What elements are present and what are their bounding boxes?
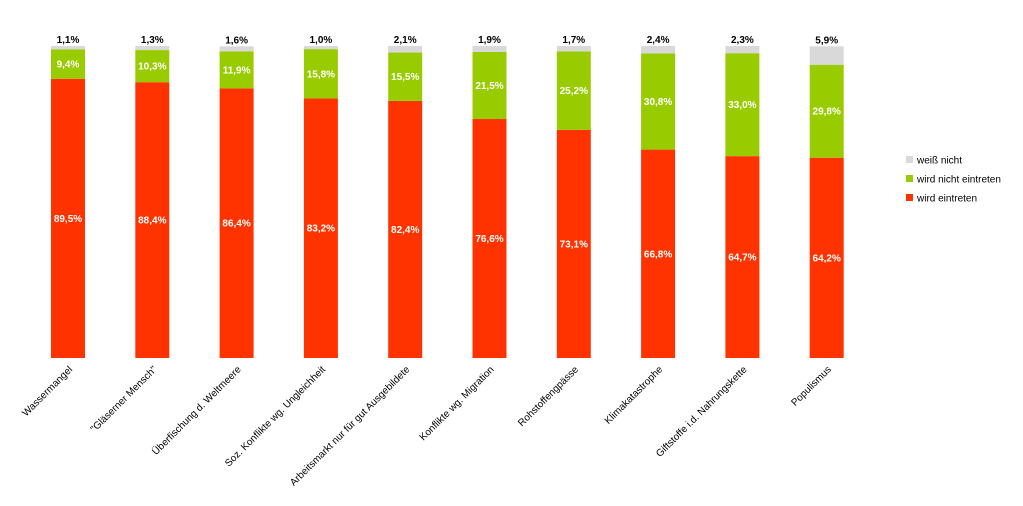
- bar-segment-2-cat-4: [303, 49, 338, 99]
- data-label-s1-c5: 82,4%: [391, 225, 419, 236]
- data-label-s1-c4: 83,2%: [307, 224, 335, 235]
- bar-segment-1-cat-8: [641, 149, 676, 358]
- data-label-s1-c6: 76,6%: [475, 234, 503, 245]
- bar-segment-3-cat-4: [303, 46, 338, 50]
- bar-segment-1-cat-2: [135, 82, 170, 358]
- bar-segment-3-cat-2: [135, 46, 170, 51]
- bar-segment-2-cat-3: [219, 51, 254, 89]
- data-label-s2-c4: 15,8%: [307, 69, 335, 80]
- category-label-7: Rohstoffengpässe: [516, 364, 581, 429]
- data-label-s2-c9: 33,0%: [728, 100, 756, 111]
- bar-segment-3-cat-5: [388, 46, 423, 53]
- bar-segment-3-cat-6: [472, 46, 507, 52]
- bar-segment-2-cat-2: [135, 50, 170, 83]
- category-label-8: Klimakatastrophe: [603, 364, 666, 427]
- data-label-s3-c10: 5,9%: [815, 35, 838, 46]
- data-label-s3-c4: 1,0%: [310, 35, 333, 46]
- data-label-s1-c1: 89,5%: [54, 214, 82, 225]
- category-label-9: Giftstoffe i.d. Nahrungskette: [654, 364, 750, 460]
- bar-segment-3-cat-1: [51, 46, 85, 50]
- data-label-s3-c8: 2,4%: [647, 35, 670, 46]
- bar-segment-1-cat-7: [556, 129, 591, 358]
- data-label-s2-c1: 9,4%: [57, 60, 80, 71]
- bars-group: [51, 46, 844, 359]
- legend-label-2: wird nicht eintreten: [916, 175, 1001, 186]
- data-label-s3-c1: 1,1%: [57, 35, 80, 46]
- data-label-s2-c5: 15,5%: [391, 72, 419, 83]
- bar-segment-2-cat-6: [472, 51, 507, 120]
- data-label-s2-c10: 29,8%: [813, 107, 841, 118]
- data-label-s2-c2: 10,3%: [138, 62, 166, 73]
- data-label-s2-c6: 21,5%: [475, 81, 503, 92]
- bar-segment-1-cat-6: [472, 119, 507, 358]
- data-label-s1-c9: 64,7%: [728, 253, 756, 264]
- data-label-s2-c7: 25,2%: [560, 86, 588, 97]
- bar-segment-2-cat-8: [641, 53, 676, 150]
- bar-segment-2-cat-5: [388, 52, 423, 101]
- legend-swatch-2: [906, 175, 913, 182]
- legend-swatch-1: [906, 156, 913, 163]
- bar-segment-1-cat-3: [219, 88, 254, 359]
- data-label-s3-c2: 1,3%: [141, 35, 164, 46]
- category-label-3: Überfischung d. Weltmeere: [150, 363, 244, 457]
- bar-segment-1-cat-4: [303, 98, 338, 359]
- legend-label-1: weiß nicht: [916, 156, 962, 167]
- legend-label-3: wird eintreten: [916, 194, 977, 205]
- category-label-6: Konflikte wg. Migration: [418, 364, 497, 443]
- bar-segment-2-cat-7: [556, 51, 591, 130]
- category-label-4: Soz. Konflikte wg. Ungleichheit: [223, 364, 328, 469]
- bar-segment-1-cat-10: [809, 157, 844, 358]
- bar-segment-3-cat-9: [725, 46, 760, 54]
- legend: weiß nicht wird nicht eintreten wird eintr…: [906, 156, 1001, 205]
- category-label-10: Populismus: [789, 364, 833, 408]
- data-label-s3-c9: 2,3%: [731, 35, 754, 46]
- bar-segment-1-cat-1: [51, 78, 85, 358]
- bar-segment-3-cat-10: [809, 46, 844, 65]
- bar-segment-2-cat-1: [51, 49, 85, 79]
- bar-segment-2-cat-10: [809, 64, 844, 158]
- category-labels-group: Wassermangel "Gläserner Mensch"Überfischu…: [20, 363, 833, 488]
- bar-segment-3-cat-3: [219, 46, 254, 52]
- bar-segment-3-cat-8: [641, 46, 676, 54]
- category-label-1: Wassermangel: [20, 364, 75, 419]
- bar-segment-1-cat-9: [725, 156, 760, 358]
- data-label-s2-c3: 11,9%: [223, 65, 251, 76]
- category-label-2: "Gläserner Mensch": [89, 364, 160, 435]
- bar-segment-2-cat-9: [725, 53, 760, 157]
- data-label-s3-c5: 2,1%: [394, 35, 417, 46]
- legend-swatch-3: [906, 194, 913, 201]
- data-label-s2-c8: 30,8%: [644, 97, 672, 108]
- data-label-s3-c7: 1,7%: [562, 35, 585, 46]
- data-label-s1-c2: 88,4%: [138, 216, 166, 227]
- bar-segment-3-cat-7: [556, 46, 591, 52]
- data-label-s1-c7: 73,1%: [560, 239, 588, 250]
- value-labels-group: 89,5% 9,4% 1,1% 88,4% 10,3% 1,3% 86,4% 11,9% 1,6…: [54, 35, 841, 264]
- data-label-s3-c6: 1,9%: [478, 35, 501, 46]
- bar-segment-1-cat-5: [388, 100, 423, 358]
- data-label-s3-c3: 1,6%: [225, 35, 248, 46]
- data-label-s1-c3: 86,4%: [222, 219, 250, 230]
- data-label-s1-c10: 64,2%: [813, 253, 841, 264]
- data-label-s1-c8: 66,8%: [644, 249, 672, 260]
